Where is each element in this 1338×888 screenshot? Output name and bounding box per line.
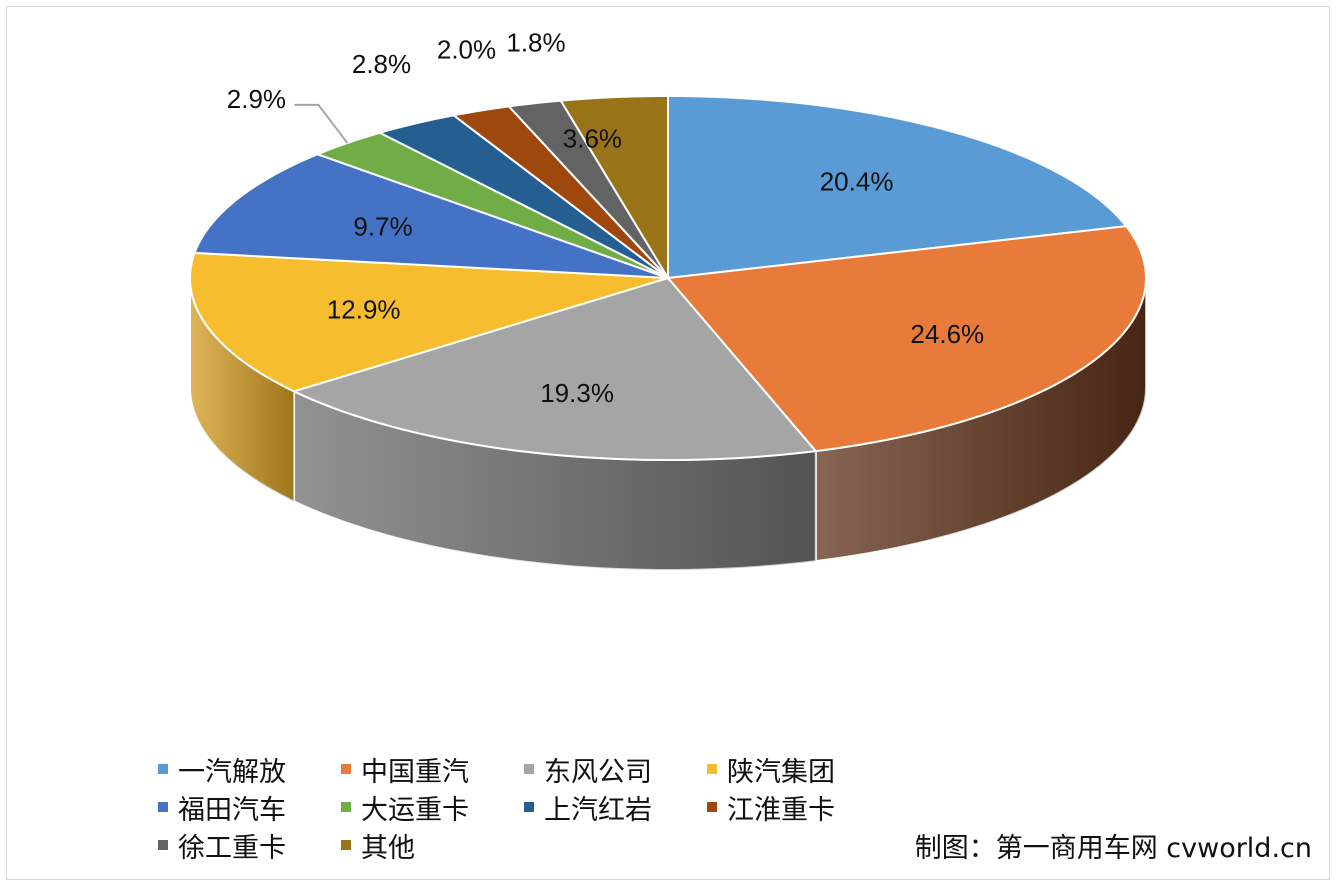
pie-slice-8 bbox=[506, 99, 669, 279]
legend: 一汽解放 中国重汽 东风公司 陕汽集团福田汽车 大运重卡 上汽红岩 江淮重卡徐工重卡 其他 bbox=[158, 750, 918, 864]
legend-swatch bbox=[707, 802, 717, 812]
pie-side-shade-2 bbox=[294, 391, 816, 570]
leader-line bbox=[294, 103, 349, 144]
data-label-9: 3.6% bbox=[563, 124, 622, 154]
pie-slice-3 bbox=[189, 251, 669, 393]
pie-slice-4 bbox=[193, 153, 669, 279]
legend-label: 上汽红岩 bbox=[544, 794, 652, 826]
pie-slice-7 bbox=[451, 105, 669, 279]
legend-item: 江淮重卡 bbox=[707, 788, 890, 827]
legend-item: 东风公司 bbox=[524, 750, 707, 789]
legend-swatch bbox=[341, 764, 351, 774]
pie-slice-9 bbox=[559, 94, 669, 282]
legend-item: 大运重卡 bbox=[341, 788, 524, 827]
data-label-1: 24.6% bbox=[910, 319, 984, 349]
data-label-5: 2.9% bbox=[227, 84, 286, 114]
legend-item: 陕汽集团 bbox=[707, 750, 890, 789]
data-label-4: 9.7% bbox=[353, 212, 412, 242]
legend-label: 其他 bbox=[361, 832, 415, 864]
data-label-0: 20.4% bbox=[820, 167, 894, 197]
legend-label: 中国重汽 bbox=[361, 756, 469, 788]
pie-slice-1 bbox=[666, 225, 1147, 453]
legend-item: 其他 bbox=[341, 826, 524, 865]
legend-swatch bbox=[158, 802, 168, 812]
pie-slice-6 bbox=[377, 114, 669, 279]
legend-swatch bbox=[524, 802, 534, 812]
legend-swatch bbox=[524, 764, 534, 774]
legend-row: 一汽解放 中国重汽 东风公司 陕汽集团 bbox=[158, 750, 918, 788]
data-label-2: 19.3% bbox=[540, 378, 614, 408]
pie-slice-5 bbox=[314, 131, 669, 279]
legend-item: 上汽红岩 bbox=[524, 788, 707, 827]
legend-label: 福田汽车 bbox=[178, 794, 286, 826]
pie-slice-0 bbox=[667, 94, 1129, 280]
legend-label: 徐工重卡 bbox=[178, 832, 286, 864]
legend-swatch bbox=[341, 840, 351, 850]
pie-slice-2 bbox=[291, 276, 818, 461]
legend-item: 福田汽车 bbox=[158, 788, 341, 827]
legend-label: 陕汽集团 bbox=[727, 756, 835, 788]
legend-row: 福田汽车 大运重卡 上汽红岩 江淮重卡 bbox=[158, 788, 918, 826]
credit-text: 制图：第一商用车网 cvworld.cn bbox=[914, 833, 1312, 864]
legend-swatch bbox=[341, 802, 351, 812]
legend-item: 中国重汽 bbox=[341, 750, 524, 789]
legend-label: 大运重卡 bbox=[361, 794, 469, 826]
legend-label: 江淮重卡 bbox=[727, 794, 835, 826]
data-label-7: 2.0% bbox=[437, 35, 496, 65]
pie-side-shade-3 bbox=[190, 278, 295, 502]
pie-side-shade-1 bbox=[815, 278, 1146, 562]
legend-row: 徐工重卡 其他 bbox=[158, 826, 918, 864]
data-label-3: 12.9% bbox=[327, 295, 401, 325]
data-label-6: 2.8% bbox=[352, 49, 411, 79]
legend-label: 东风公司 bbox=[544, 756, 652, 788]
legend-label: 一汽解放 bbox=[178, 756, 286, 788]
legend-swatch bbox=[707, 764, 717, 774]
legend-item: 徐工重卡 bbox=[158, 826, 341, 865]
data-label-8: 1.8% bbox=[506, 28, 565, 58]
legend-swatch bbox=[158, 840, 168, 850]
legend-item: 一汽解放 bbox=[158, 750, 341, 789]
legend-swatch bbox=[158, 764, 168, 774]
